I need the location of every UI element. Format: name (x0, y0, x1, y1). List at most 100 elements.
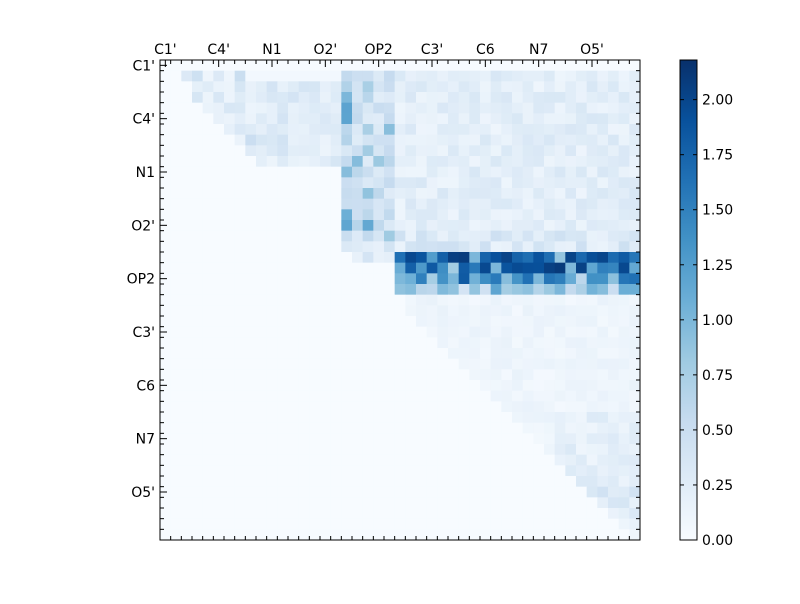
heatmap-cell (320, 380, 332, 392)
heatmap-cell (544, 273, 556, 285)
heatmap-cell (586, 337, 598, 349)
heatmap-cell (544, 102, 556, 114)
heatmap-cell (373, 465, 385, 477)
heatmap-cell (426, 262, 438, 274)
heatmap-cell (426, 166, 438, 178)
heatmap-cell (266, 316, 278, 328)
heatmap-cell (490, 166, 502, 178)
heatmap-cell (597, 188, 609, 200)
heatmap-cell (181, 433, 193, 445)
heatmap-cell (629, 337, 641, 349)
heatmap-cell (480, 284, 492, 296)
colorbar-tick-label: 2.00 (702, 93, 733, 109)
heatmap-cell (608, 444, 620, 456)
heatmap-cell (426, 230, 438, 242)
heatmap-cell (405, 401, 417, 413)
heatmap-cell (501, 294, 513, 306)
heatmap-cell (469, 305, 481, 317)
heatmap-cell (490, 518, 502, 530)
heatmap-cell (416, 390, 428, 402)
heatmap-cell (384, 369, 396, 381)
heatmap-cell (170, 102, 182, 114)
heatmap-cell (234, 145, 246, 157)
heatmap-cell (597, 145, 609, 157)
heatmap-cell (160, 401, 172, 413)
heatmap-cell (234, 166, 246, 178)
heatmap-cell (469, 252, 481, 264)
heatmap-cell (362, 412, 374, 424)
heatmap-cell (352, 273, 364, 285)
heatmap-cell (341, 454, 353, 466)
heatmap-cell (277, 305, 289, 317)
heatmap-cell (298, 252, 310, 264)
heatmap-cell (181, 166, 193, 178)
heatmap-cell (298, 348, 310, 360)
heatmap-cell (202, 252, 214, 264)
heatmap-cell (469, 508, 481, 520)
heatmap-cell (576, 252, 588, 264)
heatmap-cell (522, 177, 534, 189)
heatmap-cell (522, 209, 534, 221)
heatmap-cell (586, 476, 598, 488)
heatmap-cell (554, 390, 566, 402)
heatmap-cell (448, 476, 460, 488)
heatmap-cell (256, 166, 268, 178)
heatmap-cell (586, 486, 598, 498)
heatmap-cell (202, 230, 214, 242)
heatmap-cell (512, 326, 524, 338)
heatmap-cell (170, 209, 182, 221)
heatmap-cell (170, 81, 182, 93)
heatmap-cell (213, 166, 225, 178)
heatmap-cell (565, 433, 577, 445)
heatmap-cell (373, 486, 385, 498)
heatmap-cell (618, 134, 630, 146)
heatmap-cell (576, 486, 588, 498)
heatmap-cell (288, 102, 300, 114)
heatmap-cell (341, 113, 353, 125)
heatmap-cell (277, 113, 289, 125)
heatmap-cell (394, 444, 406, 456)
heatmap-cell (533, 358, 545, 370)
heatmap-cell (576, 454, 588, 466)
heatmap-cell (501, 316, 513, 328)
heatmap-cell (544, 230, 556, 242)
heatmap-cell (554, 209, 566, 221)
heatmap-cell (384, 529, 396, 541)
heatmap-cell (277, 294, 289, 306)
heatmap-cell (405, 156, 417, 168)
heatmap-cell (544, 92, 556, 104)
heatmap-cell (192, 134, 204, 146)
heatmap-cell (469, 145, 481, 157)
heatmap-cell (266, 113, 278, 125)
heatmap-cell (330, 124, 342, 136)
heatmap-cell (277, 262, 289, 274)
heatmap-cell (565, 380, 577, 392)
minor-ticks (159, 59, 641, 541)
heatmap-cell (416, 188, 428, 200)
heatmap-cell (416, 422, 428, 434)
heatmap-cell (245, 390, 257, 402)
heatmap-cell (320, 273, 332, 285)
heatmap-cell (181, 198, 193, 210)
heatmap-cell (192, 476, 204, 488)
heatmap-cell (426, 113, 438, 125)
heatmap-cell (448, 230, 460, 242)
heatmap-cell (576, 497, 588, 509)
heatmap-cell (256, 454, 268, 466)
heatmap-cell (586, 262, 598, 274)
heatmap-cell (405, 294, 417, 306)
heatmap-cell (277, 529, 289, 541)
heatmap-cell (480, 70, 492, 82)
heatmap-cell (394, 465, 406, 477)
heatmap-cell (234, 230, 246, 242)
heatmap-cell (565, 209, 577, 221)
heatmap-cell (160, 134, 172, 146)
heatmap-cell (213, 326, 225, 338)
heatmap-cell (501, 305, 513, 317)
heatmap-cell (213, 92, 225, 104)
heatmap-cell (320, 422, 332, 434)
heatmap-cell (576, 241, 588, 253)
heatmap-cell (480, 156, 492, 168)
heatmap-cell (288, 486, 300, 498)
heatmap-cell (394, 337, 406, 349)
